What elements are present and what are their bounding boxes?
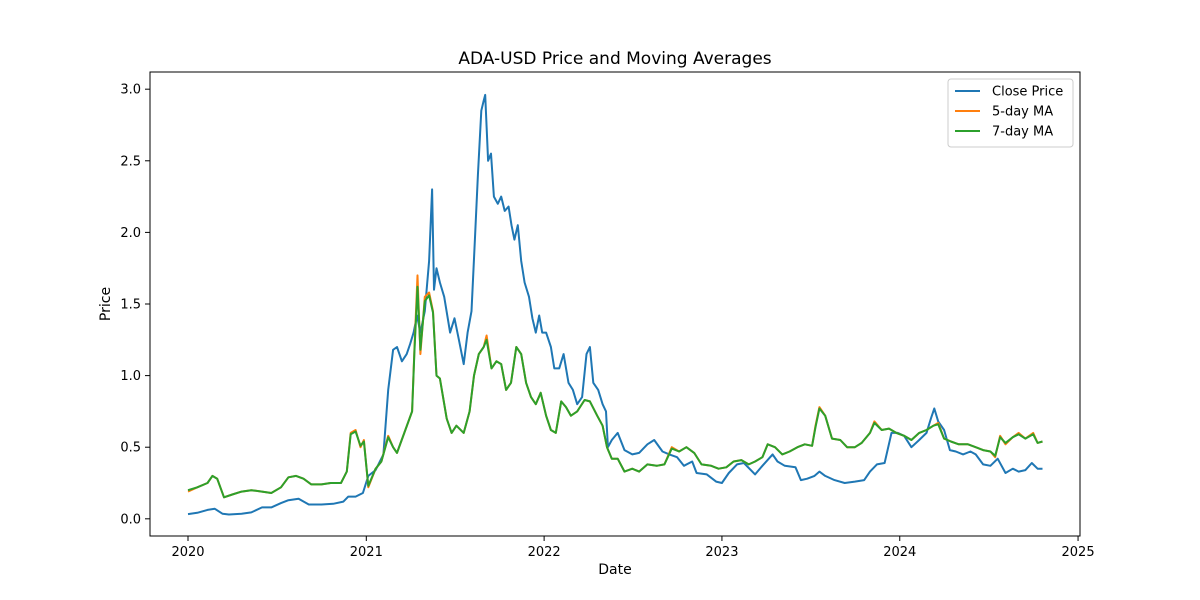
- chart-title: ADA-USD Price and Moving Averages: [458, 49, 771, 69]
- y-axis-title: Price: [98, 287, 114, 321]
- x-axis-title: Date: [598, 562, 631, 578]
- y-axis: 0.0 0.5 1.0 1.5 2.0 2.5 3.0: [120, 83, 150, 527]
- y-tick-label: 0.5: [120, 441, 141, 456]
- legend: Close Price 5-day MA 7-day MA: [947, 78, 1074, 148]
- series-layer: [187, 93, 1043, 516]
- legend-label-close-price: Close Price: [992, 85, 1063, 100]
- legend-label-7-day-ma: 7-day MA: [992, 125, 1053, 140]
- x-tick-label: 2024: [883, 545, 916, 560]
- x-tick-label: 2023: [705, 545, 738, 560]
- y-tick-label: 2.0: [120, 226, 141, 241]
- y-tick-label: 1.5: [120, 298, 141, 313]
- x-tick-label: 2021: [350, 545, 383, 560]
- legend-label-5-day-ma: 5-day MA: [992, 105, 1053, 120]
- series-line-7-day-ma: [187, 285, 1043, 499]
- x-tick-label: 2022: [528, 545, 561, 560]
- y-tick-label: 3.0: [120, 83, 141, 98]
- y-tick-label: 0.0: [120, 512, 141, 527]
- x-axis: 2020 2021 2022 2023 2024 2025: [171, 536, 1095, 560]
- x-tick-label: 2025: [1062, 545, 1095, 560]
- series-line-close-price: [187, 93, 1043, 516]
- x-tick-label: 2020: [171, 545, 204, 560]
- y-tick-label: 1.0: [120, 369, 141, 384]
- y-tick-label: 2.5: [120, 154, 141, 169]
